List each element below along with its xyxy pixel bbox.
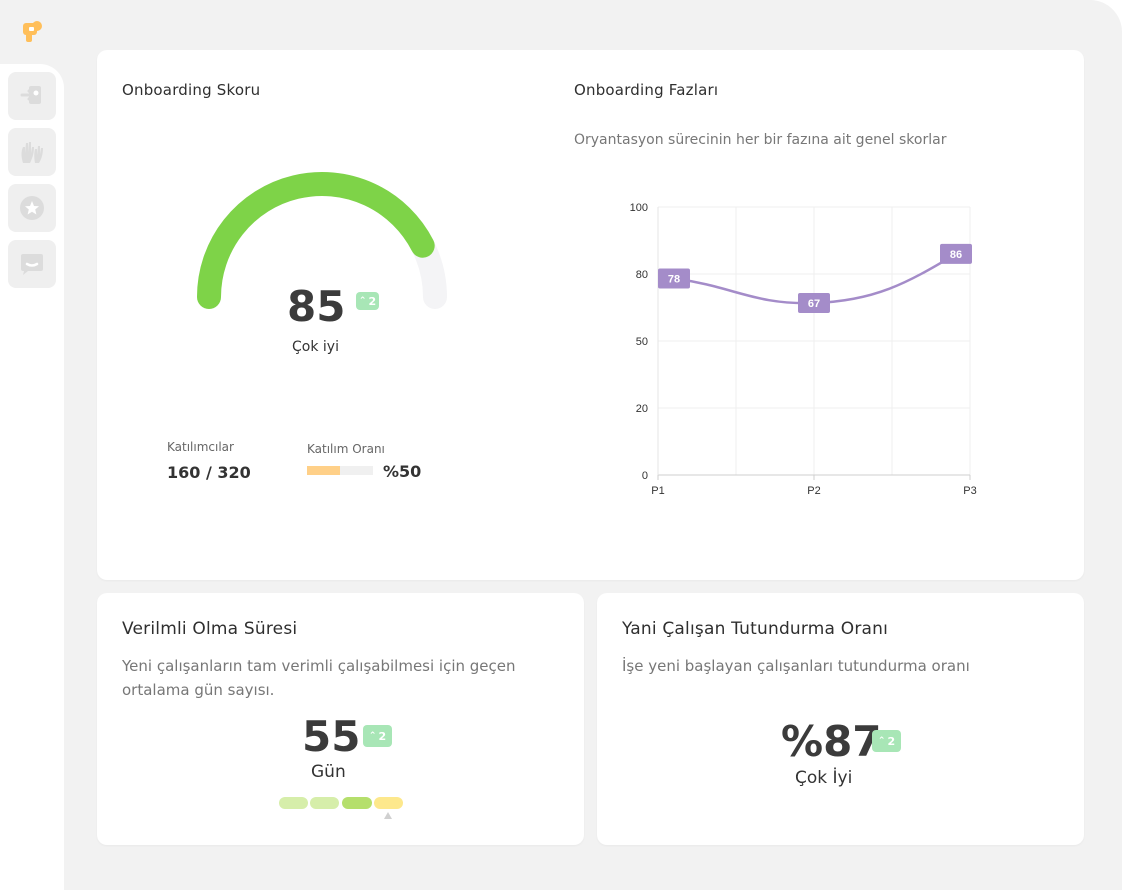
sidebar-item-hands[interactable] <box>8 128 56 176</box>
participation-bar <box>307 466 373 475</box>
y-tick-label: 80 <box>636 269 648 281</box>
productivity-scale-segment <box>310 797 339 809</box>
chart-point-marker <box>940 243 972 264</box>
productivity-scale-segment <box>279 797 308 809</box>
retention-rating: Çok İyi <box>795 768 853 788</box>
retention-value: %87 <box>781 717 882 766</box>
onboarding-phases-title: Onboarding Fazları <box>574 81 719 99</box>
y-tick-label: 50 <box>636 336 648 348</box>
retention-change-value: 2 <box>887 734 896 748</box>
sidebar <box>0 64 64 890</box>
productivity-change-badge: ⌃ 2 <box>363 725 392 747</box>
productivity-scale-segment <box>374 797 403 809</box>
productivity-card <box>97 593 584 845</box>
productivity-title: Verilmli Olma Süresi <box>122 619 298 639</box>
productivity-change-value: 2 <box>378 729 387 743</box>
retention-card <box>597 593 1084 845</box>
star-icon <box>20 196 44 220</box>
chart-data-label: 78 <box>668 273 680 285</box>
x-tick-label: P3 <box>963 485 976 497</box>
chevron-up-icon: ⌃ <box>368 730 377 741</box>
participation-label: Katılım Oranı <box>307 442 385 456</box>
sidebar-item-star[interactable] <box>8 184 56 232</box>
chart-data-label: 67 <box>808 298 820 310</box>
participation-bar-fill <box>307 466 340 475</box>
score-rating: Çok iyi <box>292 339 339 355</box>
productivity-value: 55 <box>302 712 361 761</box>
onboarding-card <box>97 50 1084 580</box>
sidebar-item-chat[interactable] <box>8 240 56 288</box>
y-tick-label: 0 <box>642 470 648 482</box>
score-change-value: 2 <box>368 294 377 308</box>
productivity-unit: Gün <box>311 762 346 782</box>
participants-label: Katılımcılar <box>167 440 234 454</box>
score-value: 85 <box>287 282 346 331</box>
chevron-up-icon: ⌃ <box>877 735 886 746</box>
gauge-fill <box>197 172 435 309</box>
hands-icon <box>21 142 43 163</box>
chevron-up-icon: ⌃ <box>358 295 367 306</box>
onboarding-phases-subtitle: Oryantasyon sürecinin her bir fazına ait… <box>574 132 947 148</box>
puzzle-person-logo-icon[interactable] <box>20 18 44 44</box>
retention-title: Yani Çalışan Tutundurma Oranı <box>622 619 889 639</box>
chart-data-label: 86 <box>950 249 962 261</box>
scale-pointer-icon <box>384 812 392 819</box>
x-tick-label: P2 <box>807 485 820 497</box>
productivity-subtitle: Yeni çalışanların tam verimli çalışabilm… <box>122 657 516 699</box>
score-change-badge: ⌃ 2 <box>356 292 379 310</box>
x-tick-label: P1 <box>651 485 664 497</box>
chart-point-marker <box>798 293 830 314</box>
y-tick-label: 20 <box>636 403 648 415</box>
retention-change-badge: ⌃ 2 <box>872 730 901 752</box>
chart-point-marker <box>658 268 690 289</box>
y-tick-label: 100 <box>630 202 648 214</box>
retention-subtitle: İşe yeni başlayan çalışanları tutundurma… <box>622 657 970 675</box>
participants-value: 160 / 320 <box>167 463 251 482</box>
score-gauge <box>197 172 447 309</box>
chat-icon <box>21 254 43 275</box>
sidebar-item-onboarding[interactable] <box>8 72 56 120</box>
phases-line-chart: 0 20 50 80 100 P1 P2 P3 78 67 86 <box>630 202 977 497</box>
participation-value: %50 <box>383 462 422 481</box>
onboarding-score-title: Onboarding Skoru <box>122 81 261 99</box>
productivity-scale-segment <box>342 797 372 809</box>
onboarding-icon <box>20 86 41 104</box>
